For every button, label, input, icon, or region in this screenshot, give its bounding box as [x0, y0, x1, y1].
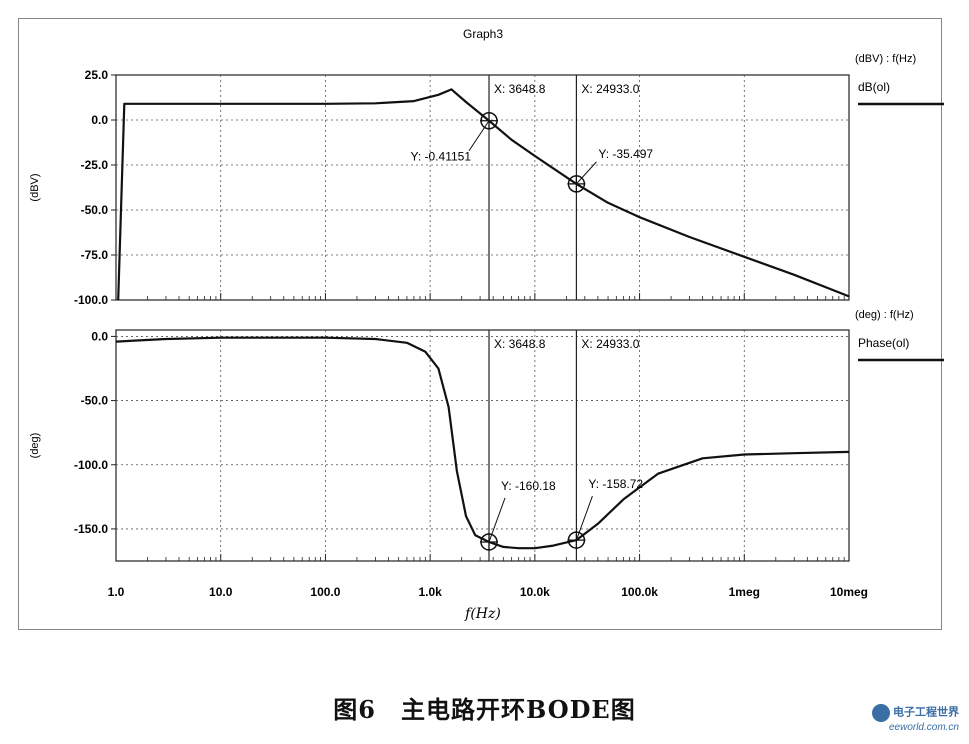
- cursor-x-label-magnitude: X: 24933.0: [581, 82, 639, 96]
- x-tick-label: 10.0k: [520, 585, 550, 599]
- bode-plot: Graph3 25.0 0.0 -25.0 -50.0 -75.0 -100.0 (dBV) (…: [29, 27, 944, 622]
- cursor-y-label-magnitude: Y: -35.497: [598, 147, 653, 161]
- y-tick-label-phase: -150.0: [74, 522, 108, 536]
- plot-area-magnitude: [115, 74, 850, 301]
- y-tick-label-magnitude: -100.0: [74, 293, 108, 307]
- figure-caption: 图6 主电路开环BODE图: [333, 695, 636, 724]
- plot-area-phase: [115, 329, 850, 562]
- y-tick-label-magnitude: 25.0: [85, 68, 109, 82]
- y-tick-label-phase: -100.0: [74, 458, 108, 472]
- cursor-y-label-magnitude: Y: -0.41151: [411, 150, 472, 164]
- x-tick-label: 1.0k: [418, 585, 442, 599]
- y-axis-label-magnitude: (dBV): [29, 173, 41, 201]
- x-tick-label: 10meg: [830, 585, 868, 599]
- y-tick-label-magnitude: -25.0: [81, 158, 109, 172]
- cursor-leader-magnitude: [576, 161, 597, 185]
- y-tick-label-phase: -50.0: [81, 394, 109, 408]
- y-tick-label-magnitude: -75.0: [81, 248, 109, 262]
- y-tick-label-phase: 0.0: [91, 329, 108, 343]
- watermark: 电子工程世界 eeworld.com.cn: [872, 704, 959, 734]
- chart-title: Graph3: [463, 27, 503, 41]
- y-tick-label-magnitude: -50.0: [81, 203, 109, 217]
- watermark-brand: 电子工程世界: [893, 706, 959, 719]
- x-tick-label: 100.0: [310, 585, 340, 599]
- graph-frame: [18, 18, 942, 630]
- cursor-y-label-phase: Y: -158.72: [588, 477, 643, 491]
- cursor-x-label-phase: X: 24933.0: [581, 337, 639, 351]
- cursor-leader-phase: [575, 495, 593, 541]
- y-axis-label-phase: (deg): [29, 433, 41, 459]
- x-tick-label: 1meg: [729, 585, 760, 599]
- eeworld-logo-icon: [872, 704, 890, 722]
- legend-entry-magnitude: dB(ol): [858, 80, 890, 94]
- cursor-leader-magnitude: [468, 120, 490, 152]
- x-tick-label: 1.0: [108, 585, 125, 599]
- legend-entry-phase: Phase(ol): [858, 336, 909, 350]
- x-tick-label: 10.0: [209, 585, 233, 599]
- series-line-phase: [115, 336, 850, 550]
- cursor-y-label-phase: Y: -160.18: [501, 479, 556, 493]
- x-axis-label: f(Hz): [464, 606, 501, 622]
- cursor-leader-phase: [488, 497, 506, 543]
- watermark-site: eeworld.com.cn: [888, 722, 959, 733]
- y-tick-label-magnitude: 0.0: [91, 113, 108, 127]
- legend-header-magnitude: (dBV) : f(Hz): [855, 53, 916, 65]
- x-tick-label: 100.0k: [621, 585, 658, 599]
- cursor-x-label-phase: X: 3648.8: [494, 337, 546, 351]
- legend-header-phase: (deg) : f(Hz): [855, 309, 914, 321]
- cursor-x-label-magnitude: X: 3648.8: [494, 82, 546, 96]
